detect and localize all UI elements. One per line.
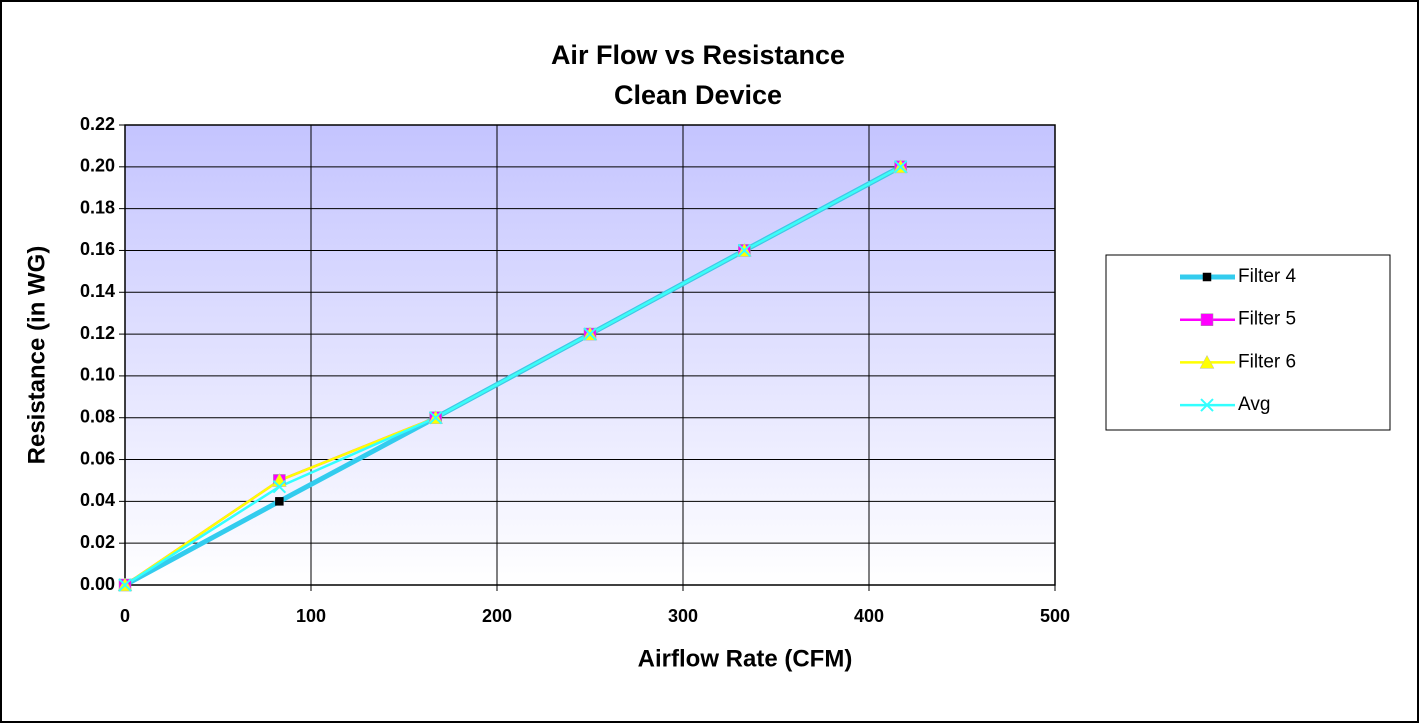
y-tick-label: 0.00 (80, 574, 115, 594)
x-tick-label: 0 (120, 606, 130, 626)
y-tick-label: 0.08 (80, 406, 115, 426)
marker (893, 160, 908, 174)
marker (118, 578, 132, 592)
x-tick-label: 500 (1040, 606, 1070, 626)
y-tick-label: 0.06 (80, 448, 115, 468)
legend-label: Filter 6 (1238, 351, 1296, 372)
y-tick-label: 0.04 (80, 490, 115, 510)
series-line (124, 165, 902, 587)
marker (1199, 354, 1215, 369)
y-axis-label: Resistance (in WG) (23, 246, 50, 465)
legend-box (1105, 254, 1391, 431)
y-tick-label: 0.20 (80, 156, 115, 176)
legend-label: Filter 5 (1238, 309, 1296, 330)
y-tick-label: 0.16 (80, 239, 115, 259)
y-tick-label: 0.22 (80, 114, 115, 134)
marker (737, 243, 752, 258)
marker (428, 411, 443, 425)
marker (583, 327, 597, 341)
legend-label: Avg (1238, 394, 1270, 415)
marker (1200, 313, 1214, 326)
y-tick-label: 0.10 (80, 365, 115, 385)
y-tick-label: 0.02 (80, 532, 115, 552)
plot-background (125, 125, 1055, 585)
marker (1200, 398, 1214, 412)
y-tick-label: 0.18 (80, 197, 115, 217)
chart-subtitle: Clean Device (614, 80, 782, 110)
x-tick-label: 400 (854, 606, 884, 626)
legend-label: Filter 4 (1238, 266, 1297, 287)
plot-border (124, 124, 1056, 586)
x-axis-label: Airflow Rate (CFM) (638, 645, 853, 672)
marker (275, 497, 284, 506)
x-tick-label: 200 (482, 606, 512, 626)
y-tick-label: 0.12 (80, 323, 115, 343)
x-tick-label: 100 (296, 606, 326, 626)
y-tick-label: 0.14 (80, 281, 115, 301)
x-tick-label: 300 (668, 606, 698, 626)
chart-title: Air Flow vs Resistance (551, 40, 845, 70)
marker (1202, 272, 1212, 282)
marker (272, 480, 287, 494)
